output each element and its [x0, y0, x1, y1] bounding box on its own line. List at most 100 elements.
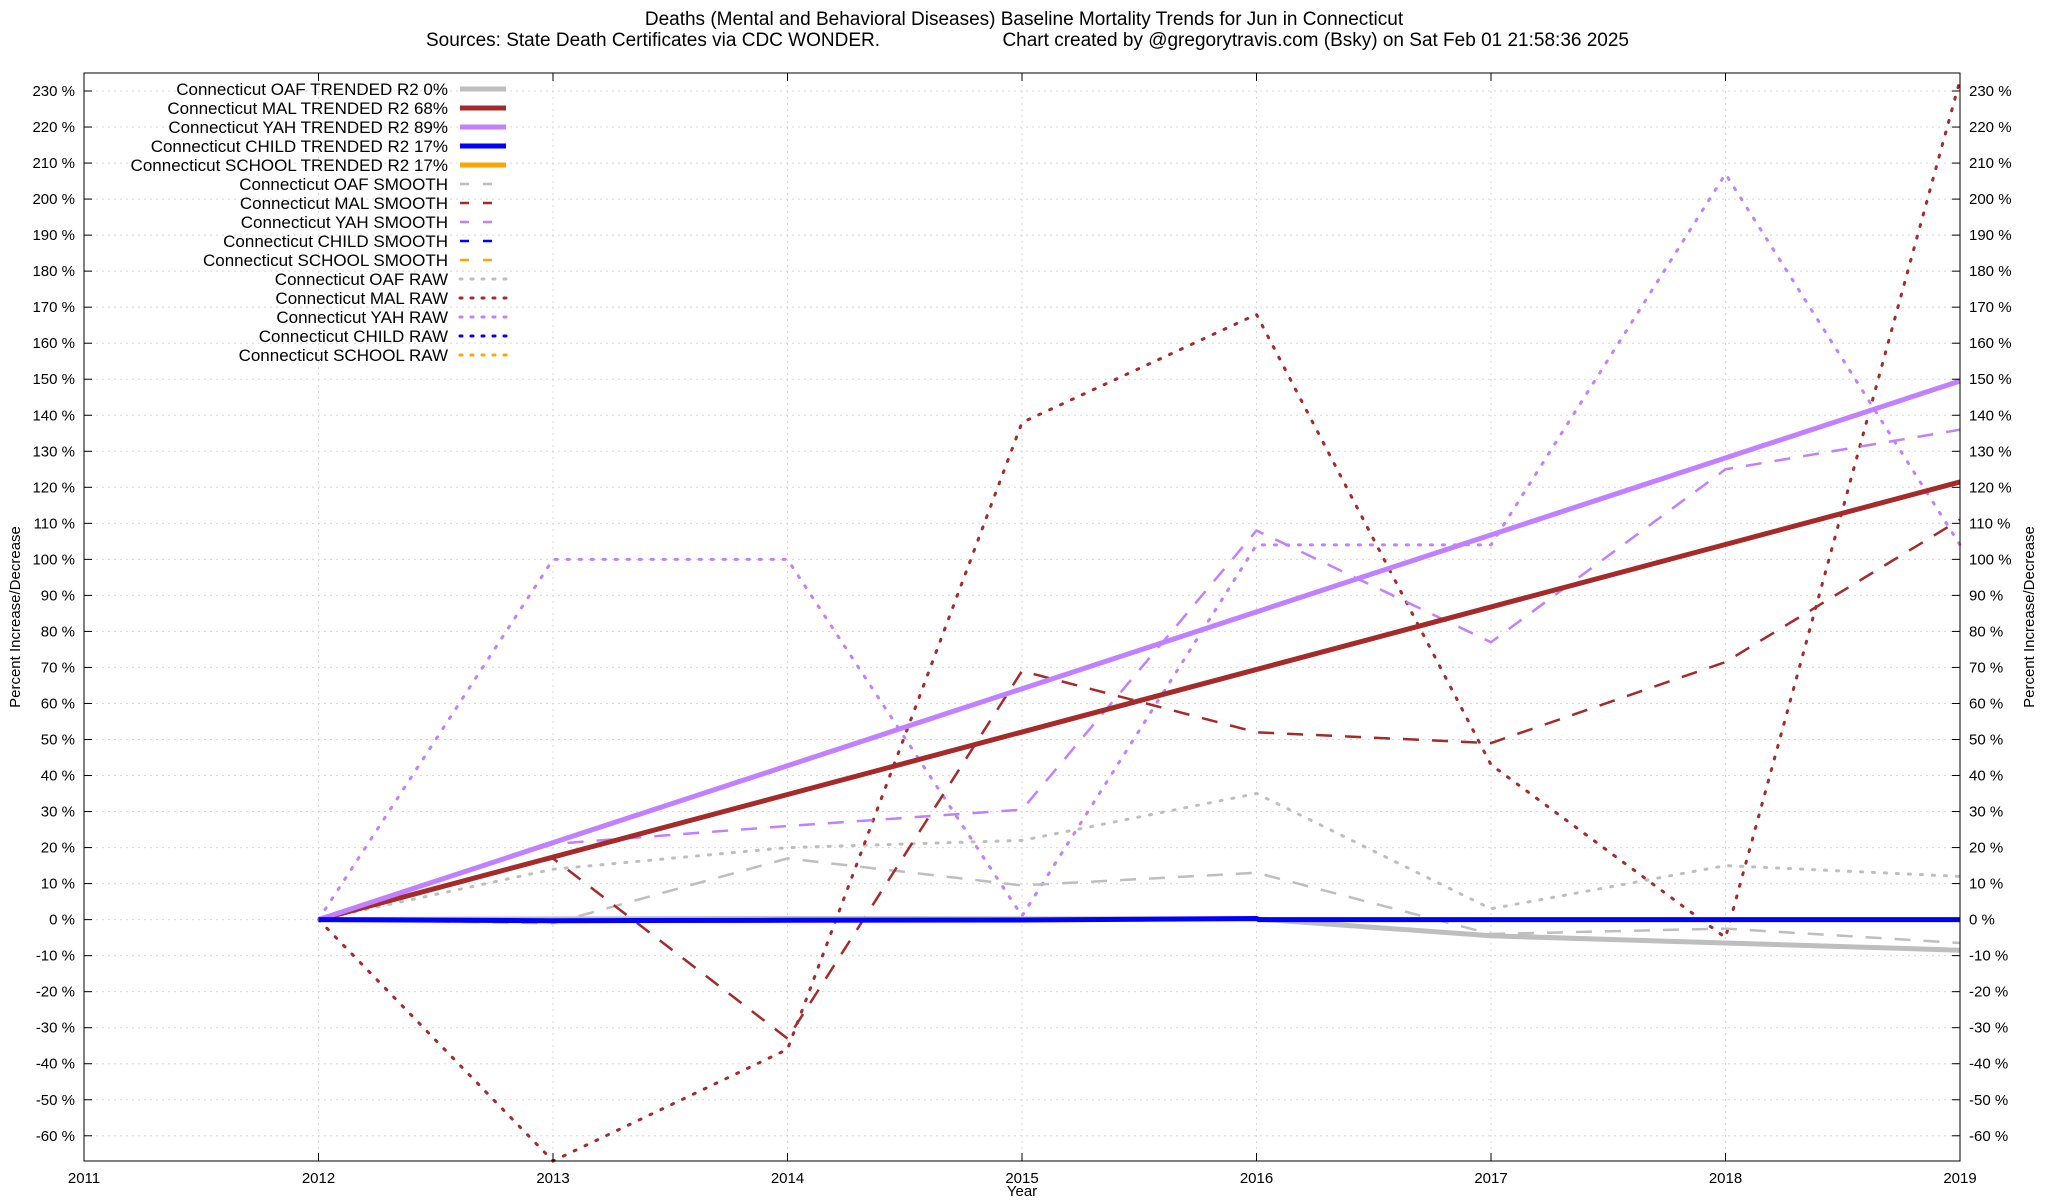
x-tick-label: 2017 — [1474, 1170, 1507, 1187]
legend-label: Connecticut SCHOOL SMOOTH — [203, 251, 448, 270]
series-connecticut-yah-trended-r2-89 — [317, 378, 1961, 922]
y2-tick-label: 60 % — [1969, 695, 2003, 712]
y2-tick-label: 80 % — [1969, 623, 2003, 640]
series-connecticut-oaf-raw — [317, 791, 1962, 922]
y2-tick-label: -30 % — [1969, 1020, 2008, 1037]
chart-subtitle-credit: Chart created by @gregorytravis.com (Bsk… — [1002, 30, 1629, 51]
y-tick-label: 220 % — [32, 119, 75, 136]
y2-tick-label: -20 % — [1969, 984, 2008, 1001]
y-tick-label: 10 % — [41, 876, 75, 893]
y-tick-label: 170 % — [32, 299, 75, 316]
y2-tick-label: 190 % — [1969, 227, 2012, 244]
y-tick-label: 150 % — [32, 371, 75, 388]
y2-tick-label: 220 % — [1969, 119, 2012, 136]
legend-label: Connecticut YAH TRENDED R2 89% — [168, 118, 448, 137]
x-tick-label: 2013 — [536, 1170, 569, 1187]
x-tick-label: 2015 — [1005, 1170, 1038, 1187]
y2-tick-label: -60 % — [1969, 1128, 2008, 1145]
series-connecticut-child-trended-r2-17 — [318, 915, 1960, 924]
y-tick-label: 80 % — [41, 623, 75, 640]
legend-label: Connecticut SCHOOL RAW — [239, 346, 448, 365]
legend-label: Connecticut MAL TRENDED R2 68% — [167, 99, 448, 118]
y-tick-label: 20 % — [41, 840, 75, 857]
y2-tick-label: 110 % — [1969, 515, 2010, 532]
y-tick-label: 100 % — [32, 551, 75, 568]
legend-label: Connecticut MAL SMOOTH — [240, 194, 448, 213]
chart-subtitle-source: Sources: State Death Certificates via CD… — [426, 30, 880, 51]
y-tick-label: 180 % — [32, 263, 75, 280]
y2-tick-label: 200 % — [1969, 191, 2012, 208]
x-tick-label: 2018 — [1709, 1170, 1742, 1187]
y2-tick-label: 90 % — [1969, 587, 2003, 604]
x-tick-label: 2011 — [68, 1170, 100, 1187]
legend-label: Connecticut CHILD SMOOTH — [223, 232, 448, 251]
series-connecticut-oaf-smooth — [318, 857, 1961, 945]
y2-axis-label: Percent Increase/Decrease — [2021, 526, 2038, 708]
y2-tick-label: -40 % — [1969, 1056, 2008, 1073]
legend-label: Connecticut OAF TRENDED R2 0% — [176, 80, 448, 99]
y2-tick-label: -10 % — [1969, 948, 2008, 965]
x-tick-label: 2019 — [1943, 1170, 1976, 1187]
legend: Connecticut OAF TRENDED R2 0%Connecticut… — [131, 80, 508, 365]
legend-label: Connecticut SCHOOL TRENDED R2 17% — [131, 156, 448, 175]
y-tick-label: 200 % — [32, 191, 75, 208]
y-tick-label: 210 % — [32, 155, 75, 172]
y-tick-label: 120 % — [32, 479, 75, 496]
legend-label: Connecticut CHILD TRENDED R2 17% — [151, 137, 448, 156]
y-tick-label: 140 % — [32, 407, 75, 424]
y2-tick-label: 150 % — [1969, 371, 2012, 388]
y-tick-label: 90 % — [41, 587, 75, 604]
y2-tick-label: 230 % — [1969, 83, 2012, 100]
legend-label: Connecticut OAF SMOOTH — [239, 175, 448, 194]
y-tick-label: 70 % — [41, 659, 75, 676]
y2-tick-label: 20 % — [1969, 840, 2003, 857]
y-tick-label: -40 % — [36, 1056, 75, 1073]
y2-tick-label: 100 % — [1969, 551, 2012, 568]
series-connecticut-yah-smooth — [318, 428, 1961, 921]
legend-label: Connecticut MAL RAW — [275, 289, 448, 308]
y2-tick-label: 140 % — [1969, 407, 2012, 424]
y2-tick-label: 180 % — [1969, 263, 2012, 280]
y2-tick-label: 210 % — [1969, 155, 2012, 172]
y-tick-label: -50 % — [36, 1092, 75, 1109]
y-tick-label: 160 % — [32, 335, 75, 352]
y-tick-label: 30 % — [41, 804, 75, 821]
x-tick-label: 2014 — [771, 1170, 804, 1187]
y2-tick-label: 70 % — [1969, 659, 2003, 676]
grid — [83, 73, 1961, 1161]
y-tick-label: 110 % — [34, 515, 75, 532]
x-tick-label: 2012 — [302, 1170, 335, 1187]
series-connecticut-oaf-trended-r2-0 — [318, 915, 1961, 953]
y-tick-label: 190 % — [32, 227, 75, 244]
axis-ticks: -60 % -60 % -50 % -50 % -40 % -40 % -30 % -30 %… — [32, 73, 2012, 1187]
y-tick-label: 0 % — [49, 912, 75, 929]
y2-tick-label: 10 % — [1969, 876, 2003, 893]
y-tick-label: 130 % — [32, 443, 75, 460]
y-tick-label: -60 % — [36, 1128, 75, 1145]
legend-label: Connecticut YAH SMOOTH — [241, 213, 448, 232]
y-tick-label: 60 % — [41, 695, 75, 712]
y2-tick-label: 170 % — [1969, 299, 2012, 316]
series-connecticut-yah-raw — [317, 171, 1962, 922]
series-connecticut-mal-raw — [317, 78, 1962, 1163]
legend-label: Connecticut CHILD RAW — [259, 327, 448, 346]
series-connecticut-mal-trended-r2-68 — [317, 479, 1961, 923]
x-axis-label: Year — [1007, 1183, 1037, 1200]
y2-tick-label: -50 % — [1969, 1092, 2008, 1109]
y-tick-label: 230 % — [32, 83, 75, 100]
y-tick-label: -20 % — [36, 984, 75, 1001]
y-tick-label: 40 % — [41, 768, 75, 785]
y2-tick-label: 130 % — [1969, 443, 2012, 460]
y-tick-label: -10 % — [36, 948, 75, 965]
series-connecticut-mal-smooth — [318, 518, 1961, 1041]
y2-tick-label: 160 % — [1969, 335, 2012, 352]
y2-tick-label: 30 % — [1969, 804, 2003, 821]
y-tick-label: 50 % — [41, 731, 75, 748]
y2-tick-label: 120 % — [1969, 479, 2012, 496]
x-tick-label: 2016 — [1240, 1170, 1273, 1187]
series-lines — [317, 78, 1962, 1163]
y-tick-label: -30 % — [36, 1020, 75, 1037]
y2-tick-label: 50 % — [1969, 731, 2003, 748]
y-axis-label: Percent Increase/Decrease — [7, 526, 24, 708]
